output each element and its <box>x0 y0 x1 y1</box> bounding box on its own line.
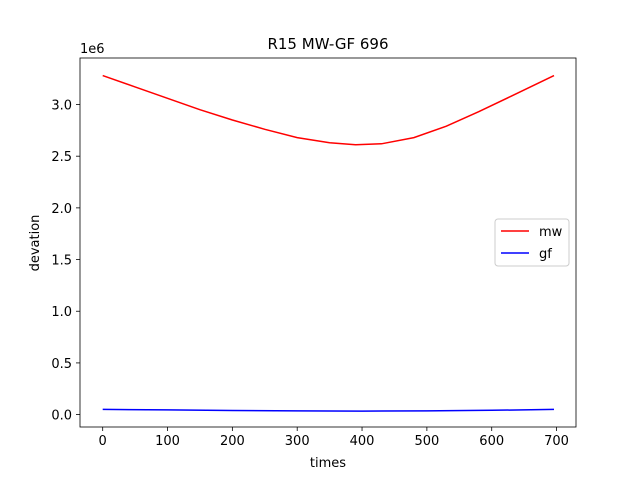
x-tick-label: 0 <box>99 434 107 449</box>
y-offset-label: 1e6 <box>80 42 105 57</box>
chart-title: R15 MW-GF 696 <box>267 35 388 53</box>
x-tick-label: 300 <box>285 434 310 449</box>
x-tick-label: 200 <box>220 434 245 449</box>
y-axis: 0.0 0.5 1.0 1.5 2.0 2.5 3.0 <box>51 99 80 424</box>
y-tick-label: 1.0 <box>51 305 72 320</box>
y-tick-label: 0.0 <box>51 409 72 424</box>
y-tick-label: 0.5 <box>51 357 72 372</box>
x-tick-label: 500 <box>414 434 439 449</box>
x-tick-label: 600 <box>479 434 504 449</box>
series-line-gf <box>102 408 555 412</box>
series-line-mw <box>102 74 555 146</box>
legend-label-mw: mw <box>539 225 563 240</box>
x-axis-label: times <box>310 456 346 471</box>
y-tick-label: 2.0 <box>51 202 72 217</box>
x-tick-label: 700 <box>544 434 569 449</box>
x-tick-label: 400 <box>350 434 375 449</box>
legend-label-gf: gf <box>539 247 552 262</box>
y-tick-label: 3.0 <box>51 99 72 114</box>
plot-frame <box>79 57 577 428</box>
y-tick-label: 2.5 <box>51 150 72 165</box>
legend: mw gf <box>494 218 570 267</box>
y-tick-label: 1.5 <box>51 254 72 269</box>
x-tick-label: 100 <box>155 434 180 449</box>
plot-area <box>79 57 577 428</box>
y-axis-label: devation <box>28 215 43 272</box>
x-axis: 0 100 200 300 400 500 600 700 <box>99 427 569 449</box>
